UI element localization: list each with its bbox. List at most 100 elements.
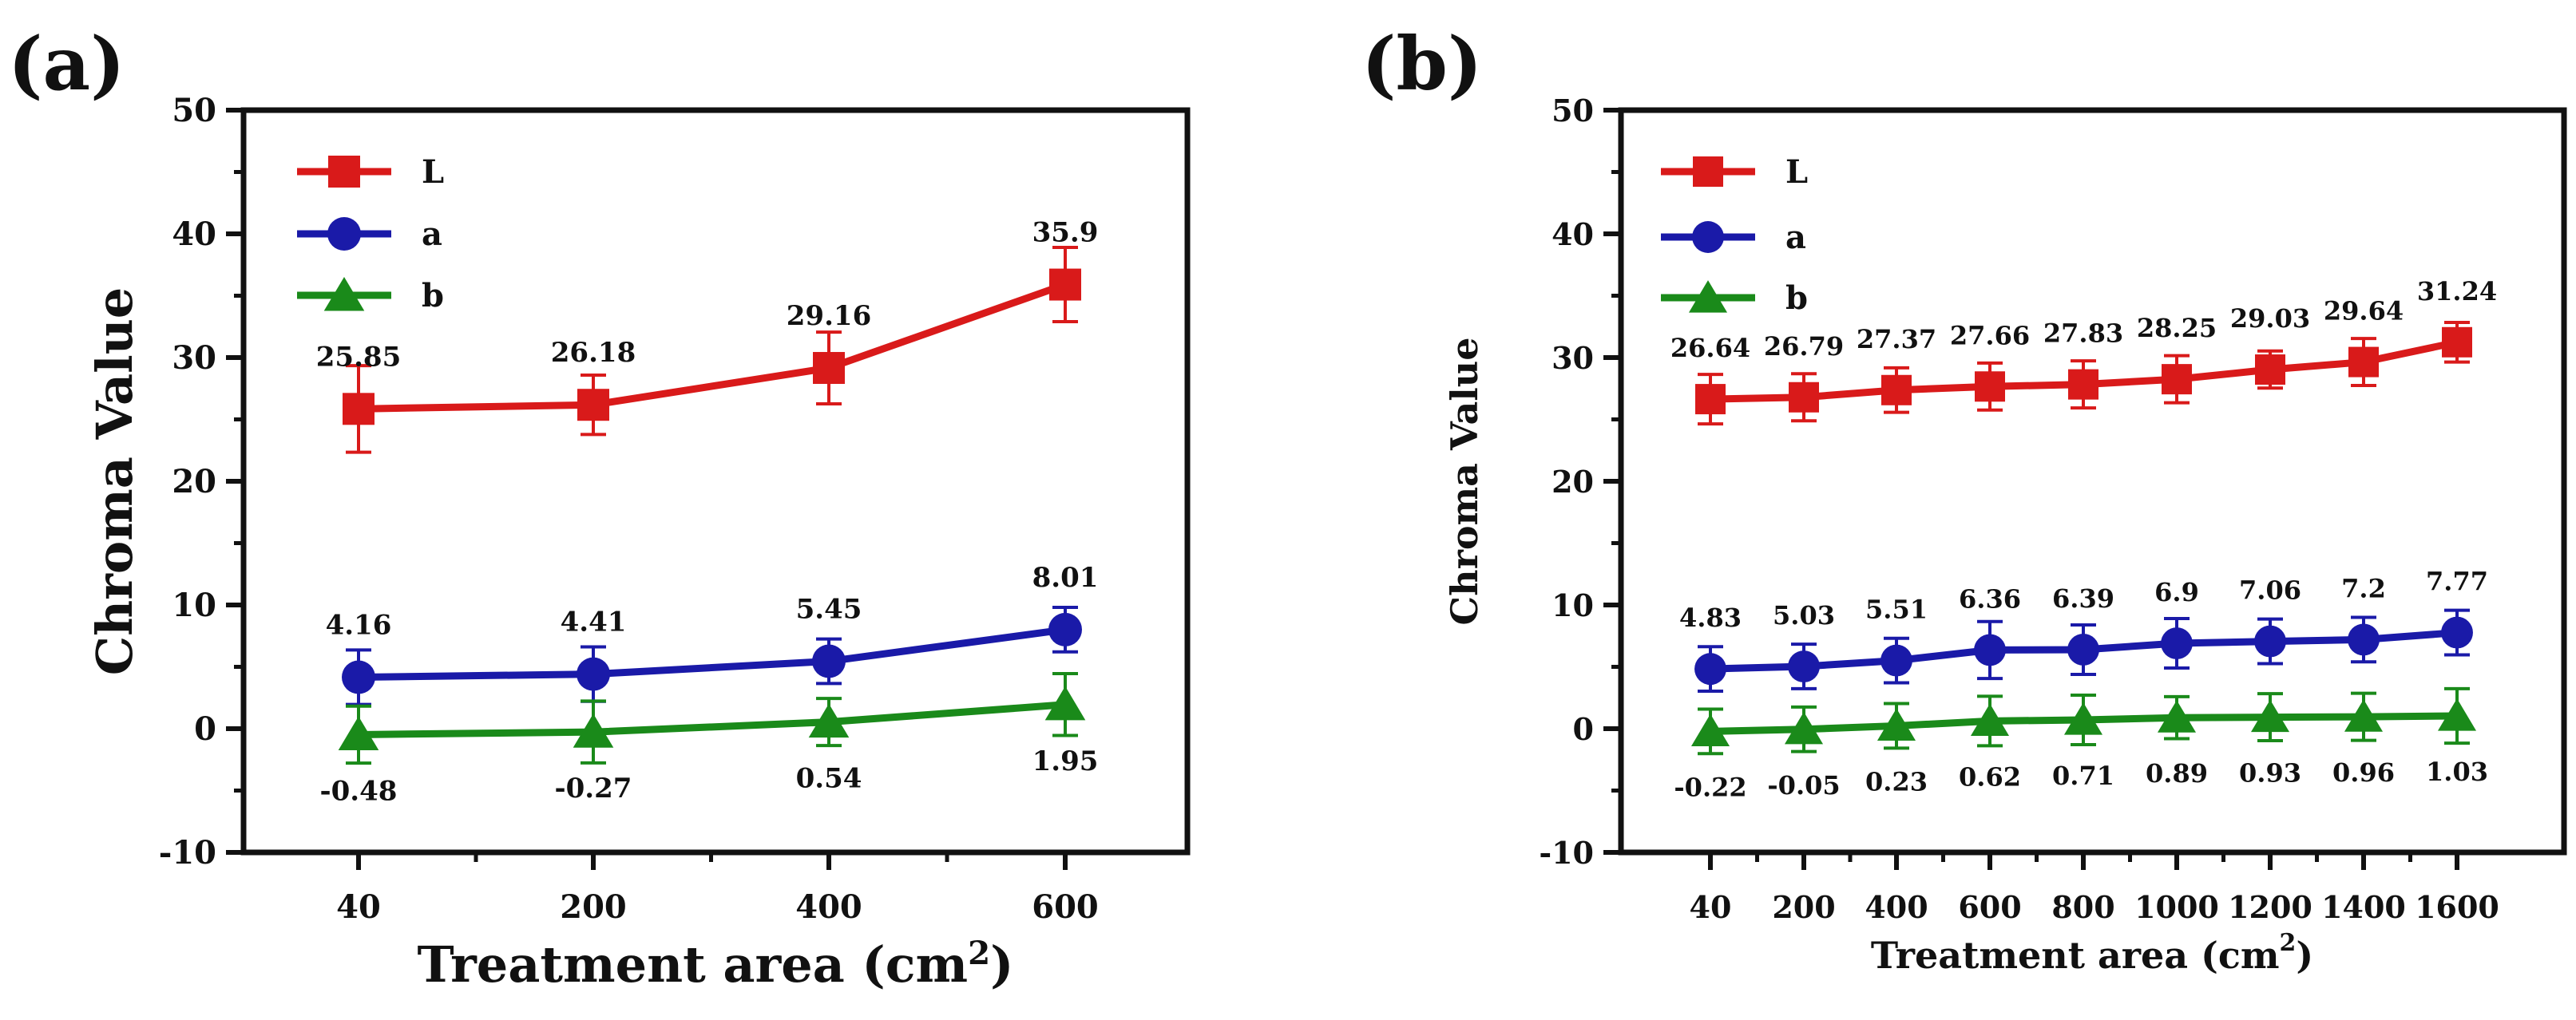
data-point-a <box>2441 616 2473 649</box>
data-point-a <box>1880 644 1912 677</box>
x-tick-label: 600 <box>1032 888 1099 926</box>
data-point-L <box>2162 364 2192 395</box>
x-tick-label: 1400 <box>2321 889 2406 925</box>
data-point-L <box>2255 354 2285 385</box>
x-axis-title: Treatment area (cm2) <box>417 934 1013 994</box>
data-point-L <box>343 393 375 425</box>
x-tick-label: 200 <box>1772 889 1835 925</box>
data-point-a <box>1788 650 1820 682</box>
data-label: 7.06 <box>2239 575 2301 606</box>
series-line-b <box>358 701 1066 738</box>
data-label: 0.93 <box>2239 758 2301 789</box>
data-label: 0.54 <box>796 763 862 795</box>
data-label: 0.23 <box>1865 766 1928 797</box>
data-point-a <box>812 644 846 678</box>
x-tick-label: 1600 <box>2415 889 2499 925</box>
legend-marker <box>1693 156 1723 187</box>
data-label: 6.9 <box>2154 577 2199 607</box>
data-point-b <box>808 703 850 738</box>
series-b: -0.48 -0.27 0.54 1.95 <box>320 672 1098 807</box>
legend-marker <box>323 277 365 311</box>
data-label: 26.64 <box>1670 333 1750 363</box>
x-tick-label: 400 <box>1865 889 1928 925</box>
y-tick-label: 30 <box>172 339 216 377</box>
panel-label: (a) <box>8 21 125 107</box>
data-label: 29.64 <box>2324 296 2404 326</box>
legend-entry-L: L <box>1661 153 1808 191</box>
data-label: 29.16 <box>787 300 871 332</box>
data-point-b <box>2437 698 2477 731</box>
data-point-L <box>1881 374 1912 405</box>
legend-label: b <box>1785 279 1808 317</box>
y-tick-label: 20 <box>172 463 216 500</box>
y-tick-label: -10 <box>159 834 216 872</box>
data-point-L <box>1789 382 1819 413</box>
data-point-a <box>1694 653 1726 686</box>
panel-label: (b) <box>1361 21 1482 107</box>
data-label: 26.79 <box>1764 331 1844 362</box>
data-label: 27.37 <box>1857 324 1936 354</box>
legend-entry-a: a <box>297 215 442 253</box>
data-label: 31.24 <box>2417 276 2497 306</box>
data-label: 4.83 <box>1679 603 1742 633</box>
y-axis-title: Chroma Value <box>85 287 144 675</box>
data-label: 7.77 <box>2426 567 2488 597</box>
data-point-b <box>2344 699 2384 732</box>
x-tick-label: 800 <box>2051 889 2114 925</box>
legend-label: a <box>1785 219 1806 256</box>
x-tick-label: 40 <box>1690 889 1732 925</box>
y-axis-title: Chroma Value <box>1443 338 1486 626</box>
data-point-L <box>2068 369 2098 400</box>
data-point-L <box>1695 384 1726 415</box>
legend-marker <box>1688 280 1728 313</box>
series-b: -0.22 -0.05 0.23 0.62 0.71 0.89 0.93 0.96 1.03 <box>1674 686 2488 802</box>
data-point-b <box>2063 702 2103 735</box>
data-point-b <box>1044 686 1086 721</box>
x-tick-label: 40 <box>336 888 381 926</box>
y-tick-label: 0 <box>1573 711 1594 747</box>
y-tick-label: -10 <box>1539 835 1594 871</box>
legend-marker <box>328 156 360 188</box>
data-label: -0.27 <box>555 773 632 805</box>
data-point-b <box>338 716 379 750</box>
data-label: 26.18 <box>551 337 636 369</box>
data-label: 5.51 <box>1865 595 1928 625</box>
data-point-a <box>2067 634 2099 666</box>
data-label: 28.25 <box>2137 313 2217 343</box>
legend-entry-a: a <box>1661 219 1806 256</box>
data-point-a <box>577 657 610 691</box>
data-label: 6.39 <box>2052 583 2114 614</box>
legend-entry-L: L <box>297 153 444 191</box>
legend-marker <box>327 217 361 251</box>
y-tick-label: 40 <box>1552 216 1594 252</box>
data-label: 5.03 <box>1773 600 1835 631</box>
data-point-L <box>2442 326 2472 358</box>
data-label: -0.48 <box>320 775 398 807</box>
data-point-b <box>1877 708 1916 741</box>
data-label: 4.41 <box>561 607 627 638</box>
series-a: 4.16 4.41 5.45 8.01 <box>326 562 1099 706</box>
data-label: 29.03 <box>2230 303 2310 334</box>
data-label: 0.62 <box>1959 761 2021 792</box>
data-point-L <box>577 389 609 421</box>
data-point-b <box>2250 699 2290 733</box>
series-a: 4.83 5.03 5.51 6.36 6.39 6.9 7.06 7.2 7.77 <box>1679 567 2488 694</box>
data-label: 8.01 <box>1032 562 1099 594</box>
data-point-b <box>1784 711 1824 745</box>
x-tick-label: 200 <box>560 888 627 926</box>
y-tick-label: 50 <box>172 92 216 129</box>
data-label: 0.96 <box>2332 757 2395 788</box>
data-point-a <box>1048 612 1082 646</box>
data-label: 4.16 <box>326 610 392 642</box>
data-label: 25.85 <box>316 341 401 373</box>
data-point-b <box>1970 703 2010 736</box>
y-tick-label: 0 <box>194 710 216 748</box>
data-point-a <box>2348 623 2380 656</box>
legend-entry-b: b <box>1661 279 1808 317</box>
series-L: 25.85 26.18 29.16 35.9 <box>316 217 1098 454</box>
legend-label: b <box>422 277 444 314</box>
legend-label: L <box>1785 153 1808 191</box>
